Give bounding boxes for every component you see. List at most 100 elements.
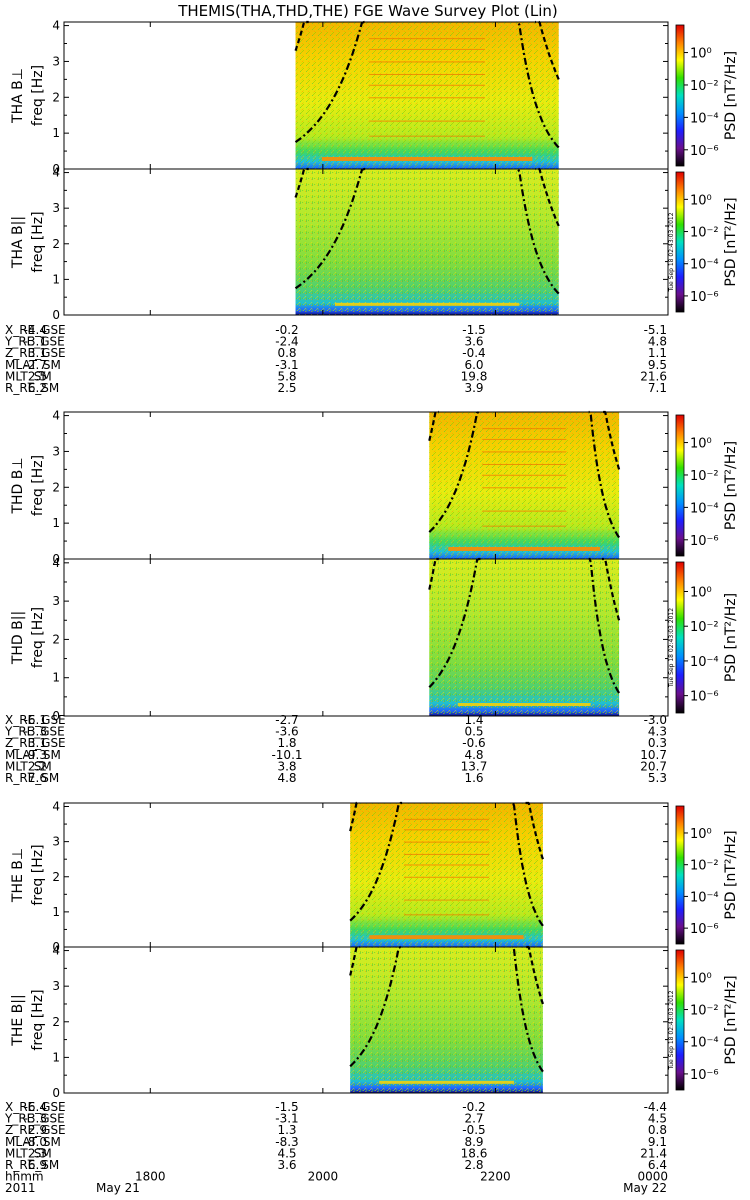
year-label: 2011 [5,1181,36,1195]
ephemeris-value: -1.5 [275,1100,298,1114]
ephemeris-value: 2.9 [28,1123,47,1137]
ion-cyclotron-curve [516,167,560,295]
ephemeris-label: Y_RE_GSE [4,725,65,739]
ephemeris-label: Z_RE_GSE [5,736,66,750]
ephemeris-value: 0.3 [648,736,667,750]
pc1-band [335,302,520,306]
panel-tha-perp: 0 1 2 3 4 THA B⊥ freq [Hz] 10⁰ 10⁻² 10⁻⁴ 10⁻⁶ PSD [… [10,19,739,176]
ephemeris-value: 2.8 [464,1158,483,1172]
ephemeris-label: MLT_SM [5,369,52,383]
ephemeris-value: 4.8 [277,771,296,785]
ephemeris-value: -3.6 [275,725,298,739]
colorbar-tick-label: 10⁰ [690,827,712,842]
ephemeris-label: R_RE_SM [5,381,59,395]
ion-cyclotron-curve [428,557,481,689]
narrowband-line [482,525,566,527]
ephemeris-value: 13.7 [461,759,488,773]
colorbar-tick-label: 10⁻⁶ [690,534,719,549]
ephemeris-value: 3.6 [464,335,483,349]
panel-ylabel-units: freq [Hz] [30,989,46,1050]
colorbar-tick-label: 10⁰ [690,437,712,452]
colorbar-label: PSD [nT²/Hz] [723,51,739,140]
ephemeris-value: -3.3 [24,725,47,739]
date-label-start: May 21 [96,1181,140,1195]
ephemeris-value: -4.4 [24,323,47,337]
narrowband-line [482,474,566,476]
freq-tick-label: 1 [52,905,60,919]
timestamp-stamp: Tue Sep 18 02:43:03 2012 [668,212,675,292]
ephemeris-value: -8.0 [24,1135,47,1149]
freq-tick-label: 3 [52,835,60,849]
ephemeris-value: 1.4 [464,713,483,727]
ephemeris-value: -6.1 [24,713,47,727]
ephemeris-the: X_RE_GSE-6.4 -1.5 -0.2 -4.4 Y_RE_GSE-3.3 -3.1… [4,1100,667,1172]
colorbar [675,171,685,313]
colorbar-tick-label: 10⁻⁶ [690,290,719,305]
panel-the-par: 0 1 2 3 4 THE B|| freq [Hz] 10⁰ 10⁻² 10⁻⁴ 10⁻⁶ PSD … [10,944,739,1100]
colorbar-tick-label: 10⁰ [690,193,712,208]
spectrogram-texture [295,22,559,169]
time-tick-label: 2000 [308,1170,339,1184]
ion-cyclotron-curve [516,20,560,149]
narrowband-line [482,438,566,440]
panel-ylabel: THE B|| [10,994,26,1046]
ephemeris-value: 3.9 [464,381,483,395]
freq-tick-label: 0 [52,709,60,723]
ephemeris-value: -1.5 [462,323,485,337]
ephemeris-value: 4.3 [648,725,667,739]
narrowband-line [482,487,566,489]
ephemeris-value: -3.1 [275,358,298,372]
colorbar-tick-label: 10⁻² [690,620,719,635]
colorbar-tick-label: 10⁻² [690,859,719,874]
ion-cyclotron-curve [294,20,367,143]
ephemeris-label: Z_RE_GSE [5,346,66,360]
colorbar-tick-label: 10⁻⁴ [690,1036,719,1051]
panel-ylabel: THD B⊥ [10,457,26,514]
ion-cyclotron-curve [602,557,621,621]
panel-ylabel: THE B⊥ [10,848,26,903]
ephemeris-value: 0.5 [464,725,483,739]
narrowband-line [404,841,489,843]
freq-tick-label: 4 [52,556,60,570]
colorbar-tick-label: 10⁻⁶ [690,922,719,937]
ephemeris-value: 2.2 [28,759,47,773]
colorbar-tick-label: 10⁻⁴ [690,111,719,126]
freq-tick-label: 3 [52,979,60,993]
ephemeris-value: 10.7 [640,748,667,762]
timestamp-stamp: Tue Sep 18 02:43:03 2012 [668,608,675,688]
freq-tick-label: 2 [52,1015,60,1029]
freq-tick-label: 4 [52,19,60,33]
ephemeris-value: -0.4 [462,346,485,360]
panel-ylabel: THA B⊥ [10,68,26,124]
ephemeris-label: X_RE_GSE [5,1100,66,1114]
ephemeris-value: -3.1 [275,1112,298,1126]
ephemeris-value: 9.5 [648,358,667,372]
narrowband-line [482,451,566,453]
freq-tick-label: 2 [52,90,60,104]
ephemeris-value: 4.5 [277,1146,296,1160]
ephemeris-value: -6.4 [24,1100,47,1114]
ephemeris-value: -3.1 [24,335,47,349]
ephemeris-value: 21.6 [640,369,667,383]
freq-tick-label: 1 [52,1050,60,1064]
ephemeris-value: 0.8 [277,346,296,360]
colorbar-tick-label: 10⁻² [690,79,719,94]
colorbar-label: PSD [nT²/Hz] [723,593,739,682]
ephemeris-tha: X_RE_GSE-4.4 -0.2 -1.5 -5.1Y_RE_GSE-3.1 -2.4… [4,323,667,395]
narrowband-line [369,84,486,86]
colorbar-tick-label: 10⁻⁴ [690,890,719,905]
panel-frame [63,946,669,1094]
narrowband-line [369,73,486,75]
ephemeris-value: 5.8 [277,369,296,383]
narrowband-line [404,818,489,820]
colorbar-tick-label: 10⁻² [690,1004,719,1019]
ephemeris-value: 6.2 [28,381,47,395]
freq-tick-label: 2 [52,480,60,494]
panel-ylabel: THA B|| [10,216,26,269]
ephemeris-value: 6.9 [28,1158,47,1172]
ephemeris-label: MLAT_SM [5,358,61,372]
ion-cyclotron-curve [588,557,621,694]
freq-tick-label: 4 [52,166,60,180]
freq-tick-label: 2 [52,632,60,646]
